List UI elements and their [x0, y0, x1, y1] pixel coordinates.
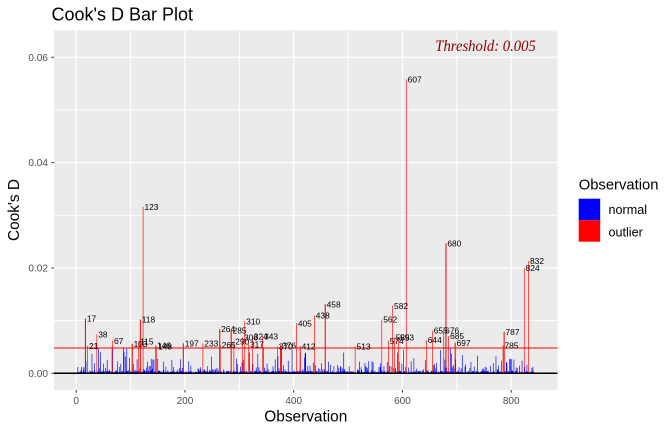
svg-text:Observation: Observation: [264, 409, 347, 426]
svg-text:0.04: 0.04: [28, 158, 48, 169]
svg-text:103: 103: [134, 339, 148, 349]
svg-text:265: 265: [222, 340, 236, 350]
svg-text:197: 197: [185, 338, 199, 348]
svg-text:607: 607: [408, 75, 422, 85]
svg-text:574: 574: [390, 336, 404, 346]
svg-text:655: 655: [434, 326, 448, 336]
svg-text:376: 376: [282, 340, 296, 350]
svg-text:0.06: 0.06: [28, 53, 48, 64]
svg-text:438: 438: [316, 310, 330, 320]
svg-text:582: 582: [394, 301, 408, 311]
svg-text:38: 38: [98, 329, 108, 339]
svg-text:115: 115: [140, 336, 154, 346]
svg-text:67: 67: [114, 336, 124, 346]
svg-text:146: 146: [157, 340, 171, 350]
svg-text:787: 787: [506, 327, 520, 337]
svg-text:562: 562: [383, 315, 397, 325]
svg-text:Cook's D: Cook's D: [6, 179, 23, 241]
svg-text:680: 680: [447, 238, 461, 248]
svg-text:264: 264: [221, 324, 235, 334]
svg-text:310: 310: [246, 316, 260, 326]
svg-text:outlier: outlier: [609, 225, 643, 239]
svg-text:458: 458: [327, 299, 341, 309]
svg-text:593: 593: [400, 333, 414, 343]
svg-text:290: 290: [235, 336, 249, 346]
svg-text:412: 412: [302, 342, 316, 352]
svg-text:233: 233: [204, 338, 218, 348]
svg-text:123: 123: [144, 202, 158, 212]
svg-text:normal: normal: [609, 203, 648, 217]
svg-text:800: 800: [503, 396, 520, 407]
svg-text:685: 685: [450, 331, 464, 341]
svg-text:Threshold: 0.005: Threshold: 0.005: [435, 38, 536, 55]
svg-text:832: 832: [530, 256, 544, 266]
svg-text:148: 148: [158, 342, 172, 352]
svg-text:118: 118: [142, 315, 156, 325]
svg-text:785: 785: [504, 340, 518, 350]
svg-text:Observation: Observation: [579, 178, 659, 194]
svg-text:317: 317: [250, 339, 264, 349]
svg-text:0.00: 0.00: [28, 369, 48, 380]
svg-text:697: 697: [457, 338, 471, 348]
svg-text:0: 0: [73, 396, 79, 407]
svg-text:Cook's D Bar Plot: Cook's D Bar Plot: [52, 5, 194, 25]
svg-text:513: 513: [357, 342, 371, 352]
svg-text:0.02: 0.02: [28, 263, 48, 274]
svg-text:17: 17: [87, 314, 97, 324]
svg-text:585: 585: [396, 333, 410, 343]
svg-text:306: 306: [244, 333, 258, 343]
svg-text:405: 405: [298, 318, 312, 328]
svg-text:644: 644: [428, 335, 442, 345]
svg-text:324: 324: [254, 332, 268, 342]
svg-text:824: 824: [526, 263, 540, 273]
svg-text:676: 676: [445, 326, 459, 336]
svg-text:21: 21: [89, 341, 99, 351]
svg-text:285: 285: [233, 326, 247, 336]
svg-text:400: 400: [285, 396, 302, 407]
svg-text:370: 370: [279, 342, 293, 352]
svg-text:343: 343: [264, 332, 278, 342]
svg-text:600: 600: [394, 396, 411, 407]
svg-text:200: 200: [177, 396, 194, 407]
